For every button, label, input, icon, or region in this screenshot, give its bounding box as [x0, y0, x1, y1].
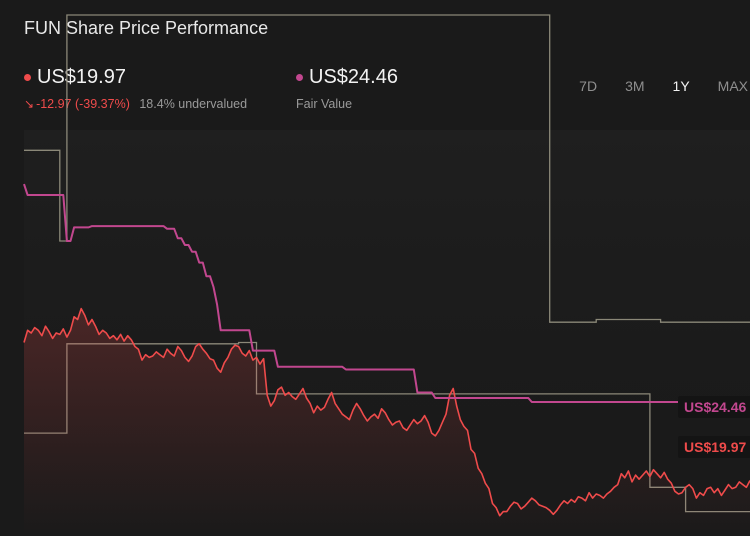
tab-1y[interactable]: 1Y: [672, 78, 690, 94]
price-end-label-bg: [678, 436, 750, 459]
fair-value-value: US$24.46: [309, 66, 398, 88]
price-dot-icon: [24, 74, 31, 81]
time-range-tabs: 7D 3M 1Y MAX: [551, 78, 750, 94]
price-metric: US$19.97 ↘ -12.97 (-39.37%) 18.4% underva…: [24, 66, 247, 111]
fair-value-label: Fair Value: [296, 97, 353, 111]
fair-value-series-line: [23, 183, 750, 403]
price-change: -12.97 (-39.37%): [36, 97, 130, 111]
tab-3m[interactable]: 3M: [625, 78, 645, 94]
price-area: [24, 308, 750, 536]
price-series-line: [23, 307, 750, 517]
valuation-text: 18.4% undervalued: [139, 97, 248, 111]
price-value: US$19.97: [37, 66, 126, 88]
tab-7d[interactable]: 7D: [579, 78, 598, 94]
fair-value-end-label-bg: [678, 396, 750, 419]
fair-value-metric: US$24.46 Fair Value: [296, 66, 398, 111]
tab-max[interactable]: MAX: [717, 78, 748, 94]
fair-value-end-label: US$24.46: [684, 399, 746, 415]
price-end-label: US$19.97: [684, 439, 746, 455]
down-arrow-icon: ↘: [24, 97, 35, 111]
chart-title: FUN Share Price Performance: [24, 18, 269, 38]
outer-reference-line: [24, 14, 750, 323]
fair-value-dot-icon: [296, 74, 303, 81]
